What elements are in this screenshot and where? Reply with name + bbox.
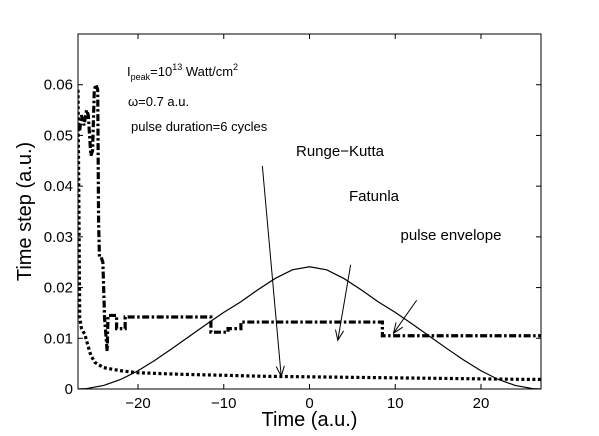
intensity-unit-exponent: 2: [233, 62, 238, 72]
y-tick-label: 0.01: [44, 330, 73, 347]
y-tick-label: 0.06: [44, 77, 73, 94]
y-tick-label: 0: [65, 381, 73, 398]
y-tick-label: 0.05: [44, 127, 73, 144]
intensity-subscript: peak: [131, 72, 151, 82]
intensity-exponent: 13: [172, 62, 182, 72]
label-pulse-envelope: pulse envelope: [401, 227, 502, 244]
annotation-pulse-duration: pulse duration=6 cycles: [131, 119, 268, 134]
axis-ticks: −20 −10 0 10 20 0 0.01 0.02 0.03 0.04 0.05 0.06: [44, 34, 541, 412]
series-fatunla: [78, 79, 541, 352]
x-tick-label: 20: [473, 395, 490, 412]
label-runge-kutta: Runge−Kutta: [296, 143, 385, 160]
arrow-pulse-envelope: [392, 299, 418, 335]
series-runge-kutta: [78, 89, 541, 381]
x-tick-label: 0: [305, 395, 313, 412]
arrow-fatunla: [334, 264, 352, 342]
annotation-arrows: [261, 165, 418, 378]
intensity-unit: Watt/cm: [182, 64, 233, 79]
plot-area: [78, 79, 541, 389]
annotation-omega: ω=0.7 a.u.: [128, 94, 189, 109]
x-tick-label: −10: [211, 395, 236, 412]
x-axis-title: Time (a.u.): [262, 409, 358, 431]
annotation-peak-intensity: Ipeak=1013 Watt/cm2: [127, 62, 238, 82]
arrow-runge-kutta: [261, 165, 285, 378]
x-tick-label: −20: [125, 395, 150, 412]
intensity-symbol: I: [127, 64, 131, 79]
series-pulse-envelope: [78, 266, 541, 389]
y-tick-label: 0.03: [44, 229, 73, 246]
intensity-equals: =10: [150, 64, 172, 79]
y-axis-title: Time step (a.u.): [14, 142, 36, 281]
y-tick-label: 0.02: [44, 280, 73, 297]
label-fatunla: Fatunla: [349, 188, 400, 205]
y-tick-label: 0.04: [44, 178, 73, 195]
x-tick-label: 10: [387, 395, 404, 412]
